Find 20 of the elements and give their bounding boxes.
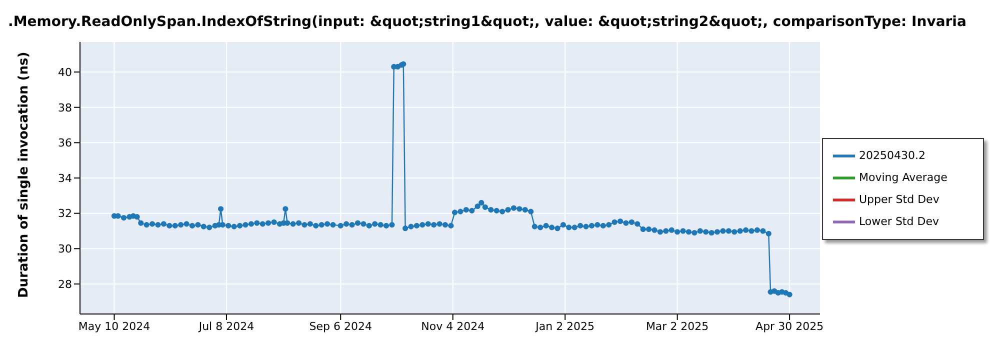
y-tick-label: 36 xyxy=(58,136,72,150)
legend-label: Moving Average xyxy=(859,171,948,184)
y-tick-label: 32 xyxy=(58,207,72,220)
y-tick-label: 34 xyxy=(58,172,72,185)
y-tick-label: 38 xyxy=(58,101,72,114)
x-tick-label: Apr 30 2025 xyxy=(756,320,824,333)
legend-label: Lower Std Dev xyxy=(859,215,939,228)
x-tick-label: Nov 4 2024 xyxy=(421,320,485,333)
legend-label: Upper Std Dev xyxy=(859,193,940,206)
y-axis-title: Duration of single invocation (ns) xyxy=(16,52,32,298)
x-tick-label: Sep 6 2024 xyxy=(309,320,372,333)
x-tick-label: Mar 2 2025 xyxy=(646,320,709,333)
y-tick-label: 40 xyxy=(58,66,72,79)
y-tick-label: 28 xyxy=(58,278,72,291)
y-tick-label: 30 xyxy=(58,242,72,256)
chart-title: .Memory.ReadOnlySpan.IndexOfString(input: &quot;string1&quot;, value: &quot;string2&quot;, comparisonType: Invaria xyxy=(8,13,968,32)
legend-label: 20250430.2 xyxy=(859,149,926,162)
x-tick-label: Jan 2 2025 xyxy=(534,320,595,333)
x-tick-label: Jul 8 2024 xyxy=(198,320,254,333)
x-tick-label: May 10 2024 xyxy=(78,320,150,333)
